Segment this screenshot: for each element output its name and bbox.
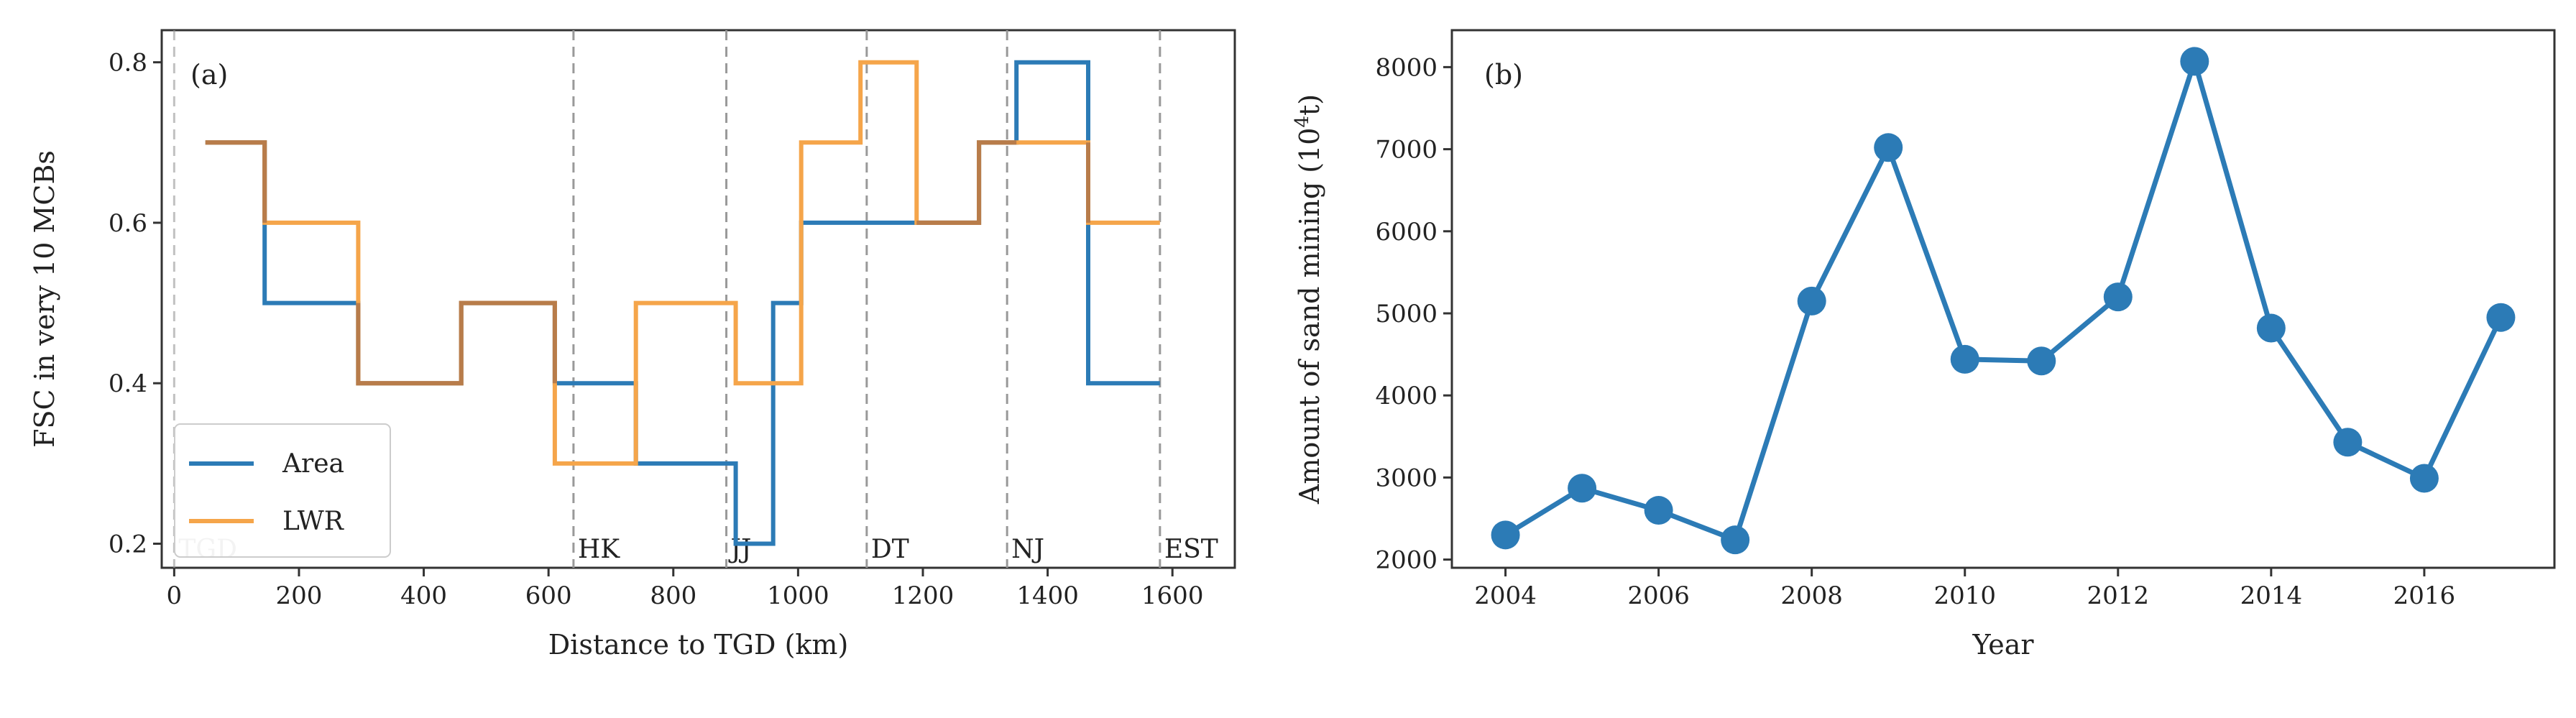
y-tick-label: 0.2: [109, 530, 147, 559]
data-point-2010: [1950, 344, 1979, 374]
data-point-2013: [2180, 47, 2209, 76]
data-point-2016: [2409, 464, 2439, 493]
x-tick-label: 200: [276, 581, 323, 610]
y-tick-label: 4000: [1375, 382, 1438, 410]
x-tick-label: 2008: [1780, 581, 1843, 610]
y-tick-label: 8000: [1375, 53, 1438, 82]
chart-a-y-axis-label: FSC in very 10 MCBs: [29, 150, 60, 448]
x-tick-label: 2012: [2087, 581, 2150, 610]
legend-lwr-label: LWR: [282, 507, 344, 536]
y-tick-label: 7000: [1375, 136, 1438, 165]
y-tick-label: 0.6: [109, 209, 147, 238]
y-tick-label: 3000: [1375, 464, 1438, 492]
chart-a: (a) TGDHKJJDTNJEST0200400600800100012001…: [29, 29, 1236, 661]
x-tick-label: 2006: [1627, 581, 1690, 610]
data-point-2007: [1721, 525, 1750, 555]
data-point-2009: [1874, 133, 1903, 162]
x-tick-label: 800: [650, 581, 696, 610]
chart-b-frame: [1450, 29, 2556, 569]
x-tick-label: 2014: [2240, 581, 2303, 610]
x-tick-label: 400: [400, 581, 447, 610]
sand-mining-line: [1504, 58, 2503, 543]
x-tick-label: 2016: [2393, 581, 2456, 610]
y-tick-label: 0.4: [109, 369, 147, 398]
data-point-2006: [1644, 496, 1673, 525]
chart-b-y-axis-label-main: Amount of sand mining (10: [1294, 128, 1325, 505]
legend-area-label: Area: [282, 449, 344, 479]
data-point-2014: [2256, 313, 2286, 343]
chart-a-panel-label: (a): [190, 59, 228, 91]
x-tick-label: 0: [167, 581, 183, 610]
x-tick-label: 600: [525, 581, 572, 610]
region-label-est: EST: [1164, 535, 1218, 564]
region-label-dt: DT: [871, 535, 909, 564]
x-tick-label: 2004: [1474, 581, 1537, 610]
y-tick-label: 0.8: [109, 49, 147, 78]
x-tick-label: 1200: [892, 581, 954, 610]
region-label-hk: HK: [578, 535, 620, 564]
x-tick-label: 1000: [767, 581, 829, 610]
chart-a-x-axis-label: Distance to TGD (km): [548, 629, 849, 661]
y-tick-label: 6000: [1375, 218, 1438, 247]
series-overlap-segment: [356, 300, 557, 386]
data-point-2005: [1568, 474, 1597, 503]
data-point-2004: [1491, 520, 1520, 550]
data-point-2008: [1797, 286, 1826, 316]
series-overlap-segment: [205, 140, 267, 223]
chart-a-legend: Area LWR: [174, 423, 391, 558]
chart-b-y-axis-label-sup: 4: [1292, 116, 1313, 128]
x-tick-label: 1400: [1016, 581, 1079, 610]
y-tick-label: 5000: [1375, 300, 1438, 328]
legend-box: [174, 423, 391, 558]
chart-b-x-axis-label: Year: [1972, 629, 2034, 661]
x-tick-label: 2010: [1933, 581, 1996, 610]
data-point-2017: [2486, 303, 2516, 332]
chart-b: (b) 2004 2006 2008 2010 2012 2014 2016 2000 3000…: [1292, 29, 2556, 661]
chart-b-panel-label: (b): [1484, 59, 1523, 91]
chart-a-frame: [160, 29, 1236, 569]
data-point-2015: [2333, 428, 2363, 457]
region-label-jj: JJ: [728, 535, 752, 564]
x-tick-label: 1600: [1141, 581, 1204, 610]
chart-b-y-axis-label: Amount of sand mining (104t): [1292, 94, 1325, 505]
region-label-nj: NJ: [1011, 535, 1044, 564]
data-point-2011: [2027, 346, 2056, 376]
series-overlap-segment: [916, 140, 1017, 225]
data-point-2012: [2103, 282, 2133, 312]
chart-b-y-axis-label-end: t): [1294, 94, 1325, 116]
y-tick-label: 2000: [1375, 546, 1438, 575]
